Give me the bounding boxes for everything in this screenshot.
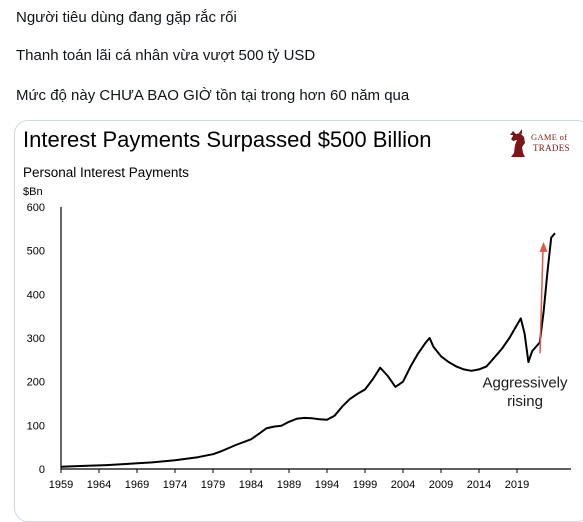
tweet-line-2: Thanh toán lãi cá nhân vừa vượt 500 tỷ U…: [16, 47, 316, 64]
y-tick-label: 100: [27, 420, 45, 432]
game-of-trades-logo: GAME of TRADES: [507, 129, 577, 161]
x-tick-label: 2009: [429, 479, 453, 491]
x-tick-label: 1989: [277, 479, 301, 491]
logo-text-line-2: TRADES: [533, 143, 570, 153]
chart-subtitle: Personal Interest Payments: [23, 165, 189, 180]
y-tick-label: 300: [27, 333, 45, 345]
annotation-arrow: [539, 248, 544, 354]
x-tick-label: 2014: [467, 479, 491, 491]
x-tick-label: 1979: [201, 479, 225, 491]
x-axis: 1959 1964 1969 1974 1979 1984 1989 1994 1999 2004…: [49, 469, 529, 491]
series-line-0: [60, 232, 556, 468]
line-chart: Interest Payments Surpassed $500 Billion…: [23, 127, 571, 491]
x-tick-label: 1974: [163, 479, 187, 491]
tweet-line-3: Mức độ này CHƯA BAO GIỜ tồn tại trong hơ…: [16, 87, 410, 104]
y-tick-label: 500: [27, 246, 45, 258]
x-tick-label: 1969: [125, 479, 149, 491]
y-tick-label: 0: [39, 464, 45, 476]
x-tick-label: 1999: [353, 479, 377, 491]
x-tick-label: 1994: [315, 479, 339, 491]
x-tick-label: 1984: [239, 479, 263, 491]
annotation-arrowhead: [539, 241, 548, 252]
chart-title: Interest Payments Surpassed $500 Billion: [23, 127, 431, 152]
annotation-text-line-2: rising: [507, 393, 543, 410]
annotation-text-line-1: Aggressively: [482, 375, 568, 392]
tweet-media-image[interactable]: Interest Payments Surpassed $500 Billion…: [14, 120, 583, 522]
y-tick-label: 400: [27, 289, 45, 301]
x-tick-label: 2004: [391, 479, 415, 491]
tweet-line-1: Người tiêu dùng đang gặp rắc rối: [16, 9, 237, 26]
x-tick-label: 2019: [505, 479, 529, 491]
x-tick-label: 1959: [49, 479, 73, 491]
x-tick-label: 1964: [87, 479, 111, 491]
y-axis-unit-label: $Bn: [23, 186, 43, 198]
chess-knight-bull-icon: [510, 129, 525, 157]
y-tick-label: 200: [27, 377, 45, 389]
y-axis: 0 100 200 300 400 500 600: [27, 202, 45, 476]
y-tick-label: 600: [27, 202, 45, 214]
series-layer: [60, 232, 556, 468]
logo-text-line-1: GAME of: [531, 132, 568, 142]
